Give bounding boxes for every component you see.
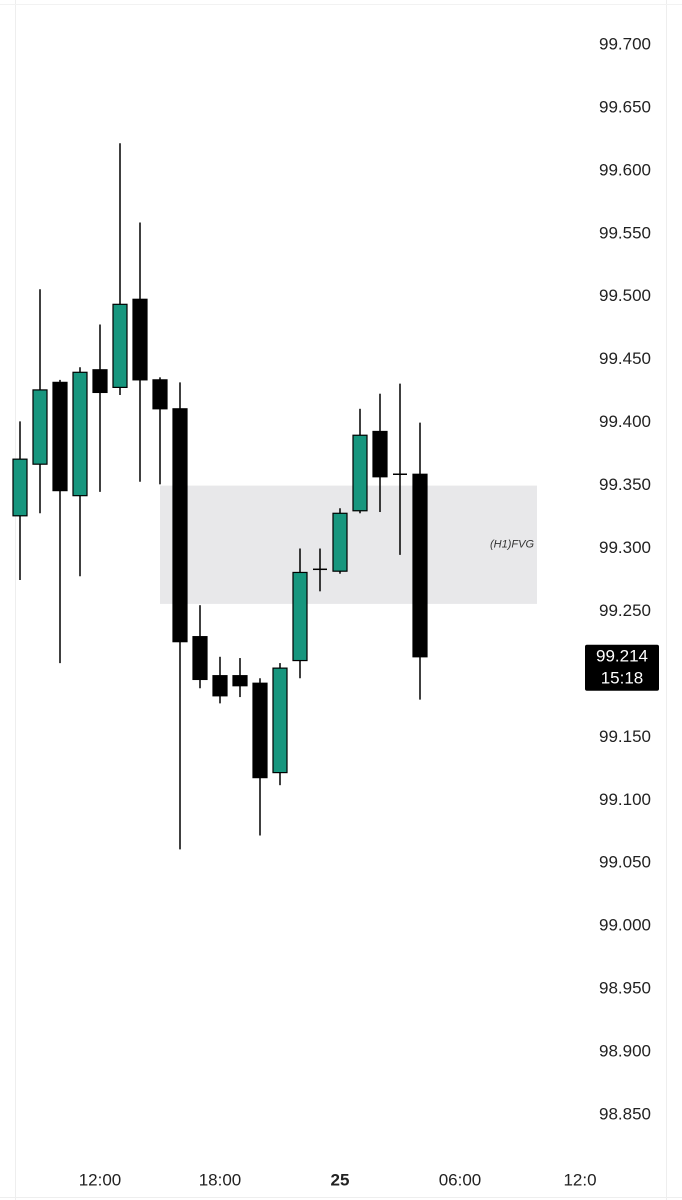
y-tick-label: 98.950 — [599, 979, 651, 998]
x-tick-label: 12:0 — [563, 1170, 596, 1189]
y-tick-label: 99.050 — [599, 853, 651, 872]
fvg-zone — [160, 485, 537, 604]
x-tick-label: 25 — [331, 1170, 350, 1189]
fvg-label: (H1)FVG — [490, 539, 534, 551]
y-tick-label: 99.250 — [599, 601, 651, 620]
last-price-label: 99.214 — [596, 646, 648, 665]
y-tick-label: 99.150 — [599, 727, 651, 746]
candle-body — [112, 303, 128, 389]
candle-body — [412, 473, 428, 658]
y-tick-label: 99.300 — [599, 538, 651, 557]
candle-body — [292, 571, 308, 662]
candle-body — [52, 381, 68, 492]
candle-body — [212, 675, 228, 697]
candle-body — [92, 369, 108, 394]
candle-body — [372, 430, 388, 478]
candle-body — [32, 389, 48, 465]
y-tick-label: 99.600 — [599, 160, 651, 179]
candle-body — [192, 636, 208, 681]
y-tick-label: 98.900 — [599, 1042, 651, 1061]
candle-body — [172, 408, 188, 643]
candle-body — [352, 434, 368, 512]
candle-body — [232, 675, 248, 687]
x-tick-label: 18:00 — [199, 1170, 242, 1189]
candle-body — [12, 458, 28, 517]
last-price-box — [585, 644, 659, 691]
x-tick-label: 12:00 — [79, 1170, 122, 1189]
y-tick-label: 98.850 — [599, 1104, 651, 1123]
y-tick-label: 99.400 — [599, 412, 651, 431]
y-tick-label: 99.000 — [599, 916, 651, 935]
candle-body — [252, 682, 268, 779]
y-tick-label: 99.550 — [599, 223, 651, 242]
candle-body — [332, 512, 348, 572]
y-tick-label: 99.700 — [599, 34, 651, 53]
countdown-label: 15:18 — [601, 668, 644, 687]
candle-body — [272, 667, 288, 774]
candle-body — [72, 371, 88, 497]
x-tick-label: 06:00 — [439, 1170, 482, 1189]
y-tick-label: 99.500 — [599, 286, 651, 305]
y-tick-label: 99.350 — [599, 475, 651, 494]
y-tick-label: 99.100 — [599, 790, 651, 809]
y-tick-label: 99.450 — [599, 349, 651, 368]
candle-body — [132, 298, 148, 381]
candle-body — [152, 379, 168, 410]
y-tick-label: 99.650 — [599, 97, 651, 116]
